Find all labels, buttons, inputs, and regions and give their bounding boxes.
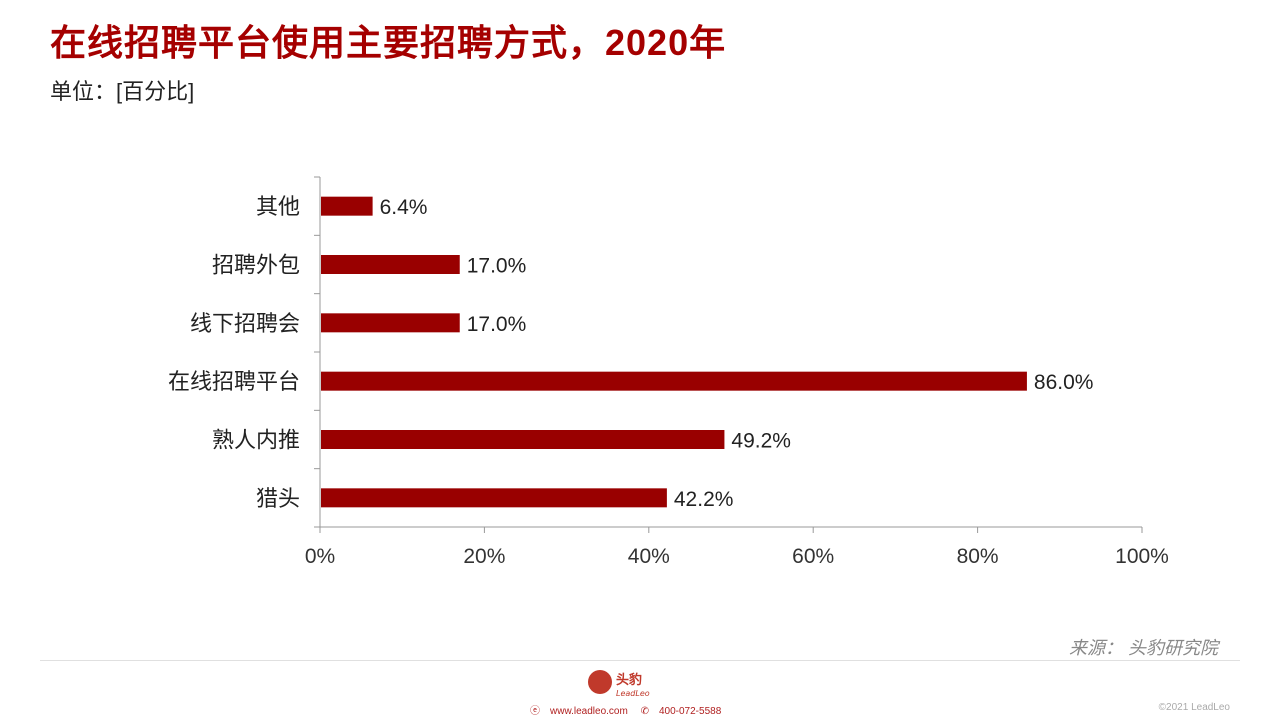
data-label: 86.0% [1034, 371, 1094, 394]
x-tick-label: 20% [463, 545, 505, 568]
unit-label: 单位：[百分比] [50, 79, 195, 104]
category-label: 熟人内推 [212, 429, 300, 454]
bar [321, 488, 667, 508]
web-icon: ⓔ [530, 706, 540, 717]
footer-website[interactable]: www.leadleo.com [550, 706, 628, 717]
x-tick-label: 100% [1115, 545, 1169, 568]
bar [321, 430, 725, 449]
x-tick-label: 0% [305, 545, 335, 568]
bar [321, 255, 460, 274]
bar [321, 196, 373, 216]
category-label: 其他 [256, 195, 300, 220]
phone-icon: ✆ [640, 706, 649, 717]
bar [321, 371, 1027, 391]
x-tick-label: 60% [792, 545, 834, 568]
data-label: 17.0% [467, 255, 527, 278]
category-label: 猎头 [256, 487, 300, 512]
data-label: 42.2% [674, 488, 734, 511]
leopard-head-icon [588, 670, 612, 694]
page-title: 在线招聘平台使用主要招聘方式，2020年 [50, 22, 727, 63]
bar-chart: 0% 20% 40% 60% 80% 100% 其他 6.4% 招聘外包 17.0% 线下招聘会 17… [168, 176, 1169, 568]
copyright: ©2021 LeadLeo [1158, 702, 1230, 713]
x-tick-label: 80% [957, 545, 999, 568]
footer-phone: 400-072-5588 [658, 706, 722, 717]
footer-divider [40, 660, 1240, 661]
x-tick-label: 40% [628, 545, 670, 568]
data-label: 6.4% [380, 196, 428, 219]
category-label: 在线招聘平台 [168, 370, 300, 395]
category-label: 线下招聘会 [190, 312, 300, 337]
category-label: 招聘外包 [212, 254, 300, 279]
footer-contact: ⓔ www.leadleo.com ✆ 400-072-5588 [530, 702, 731, 717]
bar [321, 313, 460, 333]
logo-subtext: LeadLeo [616, 689, 650, 698]
leadleo-logo: 头豹 LeadLeo [588, 670, 650, 698]
data-label: 17.0% [467, 313, 527, 336]
data-label: 49.2% [731, 430, 791, 453]
logo-text: 头豹 [616, 672, 642, 688]
source-note: 来源： 头豹研究院 [1068, 638, 1218, 658]
